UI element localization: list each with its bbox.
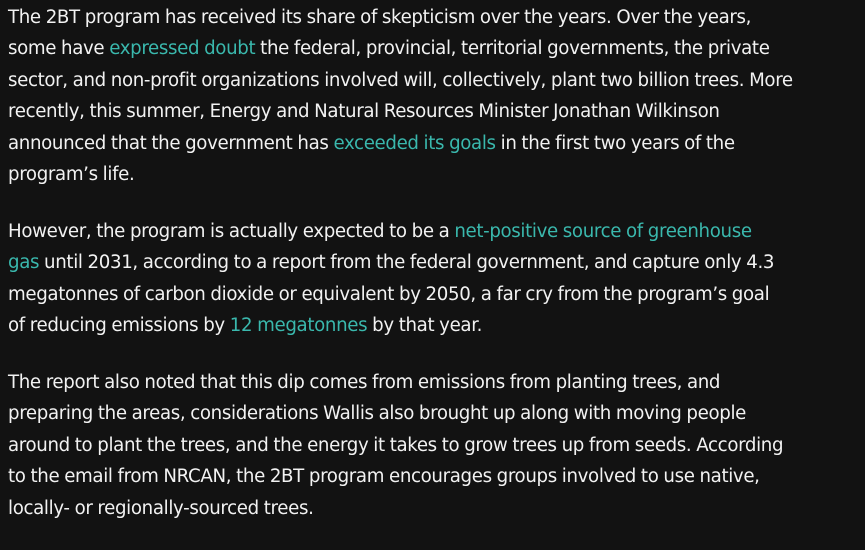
text-segment: to the email from NRCAN, the 2BT program… bbox=[8, 466, 760, 488]
text-segment: by that year. bbox=[367, 315, 483, 337]
text-segment: recently, this summer, Energy and Natura… bbox=[8, 101, 720, 123]
text-segment: sector, and non-profit organizations inv… bbox=[8, 69, 793, 91]
text-line: program’s life. bbox=[8, 159, 860, 190]
paragraph-1: The 2BT program has received its share o… bbox=[8, 2, 860, 190]
text-line: of reducing emissions by 12 megatonnes b… bbox=[8, 310, 860, 341]
inline-link[interactable]: net-positive source of greenhouse bbox=[454, 220, 752, 242]
text-line: megatonnes of carbon dioxide or equivale… bbox=[8, 279, 860, 310]
text-line: recently, this summer, Energy and Natura… bbox=[8, 96, 860, 127]
text-line: The 2BT program has received its share o… bbox=[8, 2, 860, 33]
text-segment: of reducing emissions by bbox=[8, 315, 230, 337]
text-line: around to plant the trees, and the energ… bbox=[8, 430, 860, 461]
paragraph-2: However, the program is actually expecte… bbox=[8, 216, 860, 342]
text-segment: megatonnes of carbon dioxide or equivale… bbox=[8, 283, 770, 305]
text-line: some have expressed doubt the federal, p… bbox=[8, 33, 860, 64]
text-segment: around to plant the trees, and the energ… bbox=[8, 434, 784, 456]
text-segment: However, the program is actually expecte… bbox=[8, 220, 455, 242]
text-segment: preparing the areas, considerations Wall… bbox=[8, 403, 746, 425]
article-body: The 2BT program has received its share o… bbox=[8, 2, 860, 550]
paragraph-3: The report also noted that this dip come… bbox=[8, 367, 860, 524]
text-line: to the email from NRCAN, the 2BT program… bbox=[8, 461, 860, 492]
text-line: sector, and non-profit organizations inv… bbox=[8, 65, 860, 96]
text-line: However, the program is actually expecte… bbox=[8, 216, 860, 247]
text-segment: program’s life. bbox=[8, 164, 135, 186]
text-line: The report also noted that this dip come… bbox=[8, 367, 860, 398]
text-line: announced that the government has exceed… bbox=[8, 128, 860, 159]
inline-link[interactable]: expressed doubt bbox=[109, 38, 256, 60]
inline-link[interactable]: gas bbox=[8, 252, 40, 274]
text-segment: the federal, provincial, territorial gov… bbox=[255, 38, 770, 60]
text-segment: announced that the government has bbox=[8, 132, 334, 154]
inline-link[interactable]: exceeded its goals bbox=[333, 132, 496, 154]
text-segment: some have bbox=[8, 38, 110, 60]
text-segment: The report also noted that this dip come… bbox=[8, 372, 721, 394]
text-segment: until 2031, according to a report from t… bbox=[39, 252, 775, 274]
text-segment: The 2BT program has received its share o… bbox=[8, 7, 752, 28]
text-segment: locally- or regionally-sourced trees. bbox=[8, 497, 314, 519]
inline-link[interactable]: 12 megatonnes bbox=[229, 315, 368, 337]
text-line: gas until 2031, according to a report fr… bbox=[8, 247, 860, 278]
text-segment: in the first two years of the bbox=[495, 132, 735, 154]
text-line: preparing the areas, considerations Wall… bbox=[8, 398, 860, 429]
text-line: locally- or regionally-sourced trees. bbox=[8, 493, 860, 524]
